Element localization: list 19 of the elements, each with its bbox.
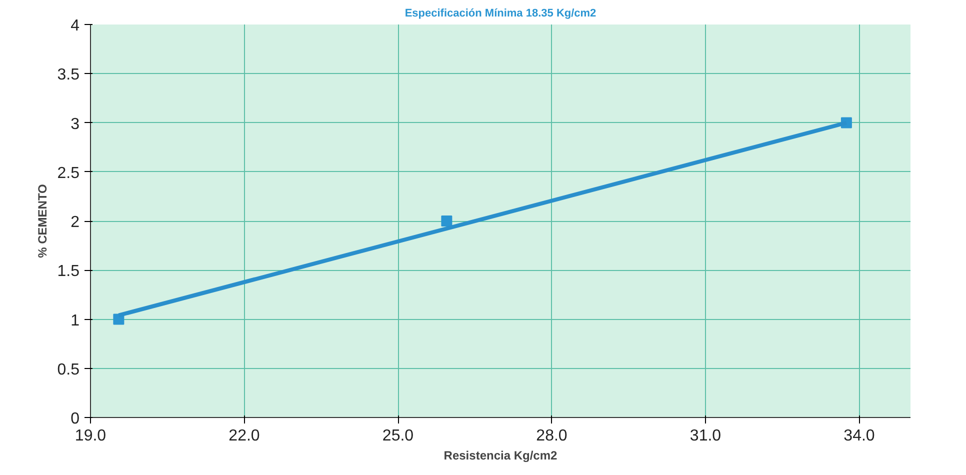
x-tick-label: 34.0 <box>844 428 875 444</box>
point <box>441 216 452 226</box>
y-tick-label: 4 <box>70 18 80 34</box>
x-tick-label: 25.0 <box>382 428 414 444</box>
y-tick-label: 1 <box>70 312 80 330</box>
y-tick-label: 3.5 <box>57 66 80 84</box>
chart-title: Especificación Mínima 18.35 Kg/cm2 <box>404 8 596 20</box>
x-tick-label: 22.0 <box>228 428 260 444</box>
y-axis-title: % CEMENTO <box>35 184 50 258</box>
x-tick-label: 31.0 <box>690 428 722 444</box>
y-tick-label: 2.5 <box>57 164 80 182</box>
y-tick-label: 0.5 <box>57 361 80 378</box>
x-axis-title: Resistencia Kg/cm2 <box>444 448 558 462</box>
x-tick-label: 19.0 <box>74 428 106 444</box>
y-tick-label: 1.5 <box>57 263 80 280</box>
x-tick-label: 28.0 <box>536 428 568 444</box>
y-tick-label: 3 <box>70 116 80 133</box>
y-tick-label: 2 <box>70 214 80 231</box>
y-tick-label: 0 <box>70 410 80 428</box>
